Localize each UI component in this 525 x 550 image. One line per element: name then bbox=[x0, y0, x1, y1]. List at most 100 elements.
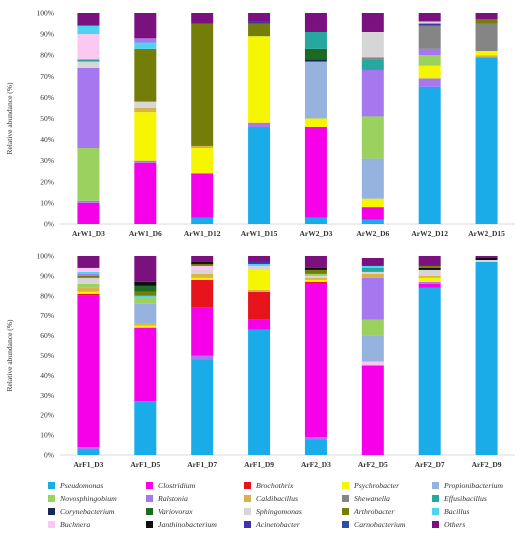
segment-others bbox=[361, 13, 384, 32]
bar-arf1-d3 bbox=[77, 256, 100, 455]
legend-swatch bbox=[146, 482, 153, 489]
segment-psychrobacter bbox=[361, 198, 384, 208]
y-tick-label: 50% bbox=[40, 114, 54, 123]
segment-clostridium bbox=[134, 327, 157, 402]
segment-corynebacterium bbox=[304, 59, 327, 62]
segment-caldibacillus bbox=[134, 323, 157, 326]
segment-propionibacterium bbox=[361, 335, 384, 362]
segment-sphingomonas bbox=[77, 61, 100, 68]
segment-arthrobacter bbox=[475, 19, 498, 24]
legend-swatch bbox=[244, 508, 251, 515]
bar-arw1-d3 bbox=[77, 13, 100, 224]
legend-item-pseudomonas: Pseudomonas bbox=[48, 481, 103, 490]
segment-sphingomonas bbox=[248, 265, 271, 270]
x-tick-label: ArW2_D12 bbox=[411, 229, 448, 238]
segment-brochothrix bbox=[77, 293, 100, 296]
segment-others bbox=[418, 13, 441, 22]
segment-others bbox=[191, 13, 214, 24]
x-tick-label: ArF1_D5 bbox=[130, 460, 160, 469]
segment-psychrobacter bbox=[475, 50, 498, 56]
segment-psychrobacter bbox=[191, 148, 214, 174]
segment-ralstonia bbox=[191, 355, 214, 360]
segment-clostridium bbox=[418, 283, 441, 288]
legend-item-clostridium: Clostridium bbox=[146, 481, 196, 490]
legend-label: Janthinobacterium bbox=[158, 520, 217, 529]
segment-novosphingobium bbox=[304, 273, 327, 276]
segment-novosphingobium bbox=[361, 319, 384, 336]
segment-pseudomonas bbox=[134, 401, 157, 455]
legend-label: Clostridium bbox=[158, 481, 196, 490]
legend-swatch bbox=[244, 521, 251, 528]
segment-sphingomonas bbox=[475, 259, 498, 262]
legend-label: Acinetobacter bbox=[255, 520, 301, 529]
segment-pseudomonas bbox=[248, 329, 271, 455]
legend-item-effusibacillus: Effusibacillus bbox=[432, 494, 487, 503]
segment-ralstonia bbox=[134, 38, 157, 43]
segment-clostridium bbox=[77, 202, 100, 224]
segment-clostridium bbox=[248, 319, 271, 330]
segment-arthrobacter bbox=[248, 23, 271, 37]
segment-clostridium bbox=[191, 173, 214, 218]
segment-acinetobacter bbox=[248, 261, 271, 264]
segment-caldibacillus bbox=[475, 55, 498, 58]
legend-label: Others bbox=[444, 520, 465, 529]
legend-label: Corynebacterium bbox=[60, 507, 115, 516]
bar-arw1-d15 bbox=[248, 13, 271, 224]
y-tick-label: 30% bbox=[40, 391, 54, 400]
segment-sphingomonas bbox=[191, 269, 214, 274]
segment-shewanella bbox=[418, 25, 441, 49]
segment-acinetobacter bbox=[418, 23, 441, 26]
legend-label: Buchnera bbox=[60, 520, 90, 529]
x-tick-label: ArW2_D6 bbox=[356, 229, 389, 238]
segment-brochothrix bbox=[191, 279, 214, 308]
bar-arw2-d15 bbox=[475, 13, 498, 225]
segment-psychrobacter bbox=[304, 118, 327, 127]
segment-ralstonia bbox=[418, 48, 441, 56]
legend-swatch bbox=[146, 495, 153, 502]
segment-caldibacillus bbox=[248, 289, 271, 292]
legend-label: Psychrobacter bbox=[353, 481, 400, 490]
y-tick-label: 0% bbox=[44, 220, 54, 229]
legend-label: Novosphingobium bbox=[59, 494, 117, 503]
segment-propionibacterium bbox=[134, 303, 157, 324]
legend-item-bacillus: Bacillus bbox=[432, 507, 470, 516]
legend-item-variovorax: Variovorax bbox=[146, 507, 193, 516]
legend-label: Propionibacterium bbox=[443, 481, 503, 490]
legend-item-brochothrix: Brochothrix bbox=[244, 481, 294, 490]
segment-variovorax bbox=[134, 285, 157, 292]
x-tick-label: ArF2_D5 bbox=[358, 460, 388, 469]
segment-arthrobacter bbox=[191, 263, 214, 266]
segment-caldibacillus bbox=[361, 273, 384, 278]
segment-brochothrix bbox=[248, 291, 271, 320]
legend-swatch bbox=[48, 521, 55, 528]
segment-pseudomonas bbox=[191, 217, 214, 224]
segment-pseudomonas bbox=[304, 217, 327, 224]
segment-pseudomonas bbox=[77, 449, 100, 455]
segment-bacillus bbox=[248, 263, 271, 266]
bar-arw1-d6 bbox=[134, 13, 157, 224]
legend-item-ralstonia: Ralstonia bbox=[146, 494, 188, 503]
x-tick-label: ArW1_D6 bbox=[129, 229, 162, 238]
segment-ralstonia bbox=[134, 160, 157, 163]
segment-ralstonia bbox=[304, 437, 327, 440]
legend-item-psychrobacter: Psychrobacter bbox=[342, 481, 400, 490]
bar-arw2-d6 bbox=[361, 13, 384, 224]
y-tick-label: 50% bbox=[40, 351, 54, 360]
segment-janthinobacterium bbox=[475, 257, 498, 260]
segment-pseudomonas bbox=[191, 359, 214, 455]
segment-ralstonia bbox=[77, 273, 100, 276]
segment-others bbox=[475, 13, 498, 20]
segment-janthinobacterium bbox=[134, 281, 157, 286]
legend-label: Arthrobacter bbox=[353, 507, 395, 516]
legend-label: Caldibacillus bbox=[256, 494, 298, 503]
segment-sphingomonas bbox=[418, 269, 441, 276]
segment-sphingomonas bbox=[418, 21, 441, 24]
legend-swatch bbox=[432, 495, 439, 502]
y-tick-label: 90% bbox=[40, 30, 54, 39]
segment-others bbox=[248, 256, 271, 262]
bar-arw2-d12 bbox=[418, 13, 441, 224]
legend-label: Bacillus bbox=[444, 507, 470, 516]
segment-psychrobacter bbox=[134, 112, 157, 161]
x-tick-label: ArF2_D3 bbox=[301, 460, 331, 469]
segment-clostridium bbox=[361, 365, 384, 455]
